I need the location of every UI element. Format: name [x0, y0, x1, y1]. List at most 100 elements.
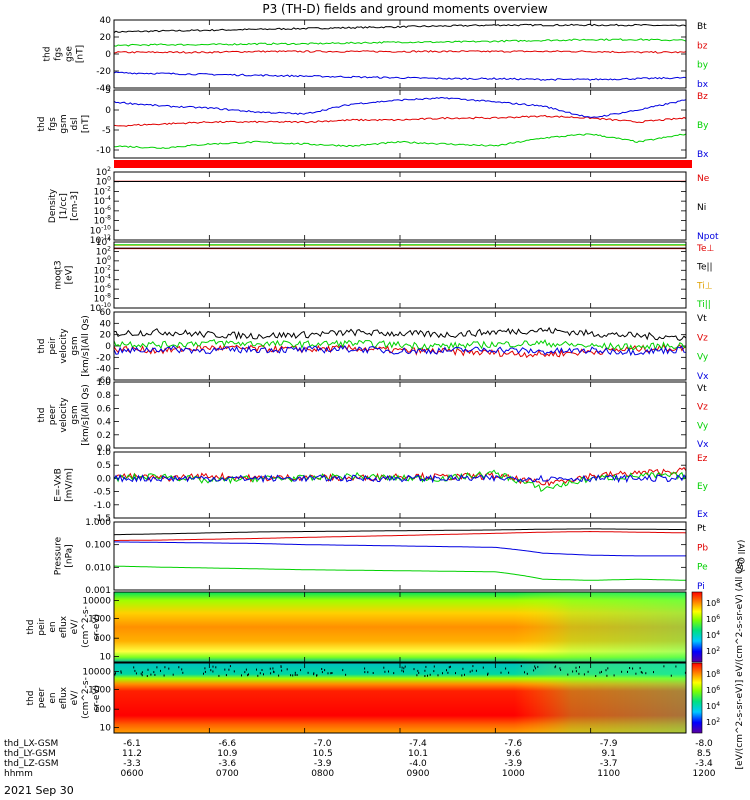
colorbar-upper	[691, 591, 703, 663]
colorbar-tick-0: 108	[706, 598, 720, 608]
x-row-label-3: hhmm	[4, 769, 33, 779]
y-label-fgs-gsm-dsl-1: fgs	[48, 117, 58, 131]
y-label-peir-en-eflux-1: peir	[37, 618, 47, 636]
series-line-peir-velocity-0	[113, 326, 687, 341]
y-tick-peir-en-eflux-0: 10000	[82, 596, 111, 606]
legend-pressure-0: Pt	[697, 524, 706, 534]
legend-e-field-0: Ez	[697, 454, 708, 464]
y-tick-e-field-3: -0.5	[93, 488, 111, 498]
y-tick-peer-velocity-5: 0.0	[97, 444, 112, 454]
legend-peer-velocity-1: Vz	[697, 403, 708, 413]
y-tick-temperature-7: 10-10	[90, 302, 111, 314]
y-tick-temperature-3: 10-2	[94, 264, 112, 276]
y-label-fgs-gse-2: gse	[65, 46, 75, 62]
legend-fgs-gse-0: Bt	[697, 22, 707, 32]
legend-density-0: Ne	[697, 174, 710, 184]
y-tick-peir-velocity-0: 60	[100, 308, 112, 318]
y-tick-peir-en-eflux-3: 10	[100, 652, 112, 662]
colorbar-tick-7: 102	[706, 717, 720, 727]
y-tick-fgs-gse-2: 0	[105, 50, 111, 60]
y-label-peir-velocity-0: thd	[37, 339, 47, 354]
y-label-peer-en-eflux-0: thd	[26, 691, 36, 706]
y-tick-peer-velocity-3: 0.4	[97, 418, 112, 428]
y-tick-density-5: 10-8	[94, 215, 112, 227]
y-label-peir-velocity-4: [km/s](All Qs)	[81, 315, 91, 377]
legend-density-2: Npot	[697, 232, 719, 242]
figure-title: P3 (TH-D) fields and ground moments over…	[262, 2, 547, 16]
y-tick-peir-velocity-5: -40	[96, 365, 111, 375]
x-row-value-0-3: -7.4	[409, 739, 427, 749]
legend-pressure-1: Pb	[697, 543, 708, 553]
y-tick-temperature-1: 102	[96, 245, 111, 257]
series-line-peir-velocity-1	[113, 343, 687, 359]
y-tick-density-1: 100	[96, 176, 111, 188]
y-tick-pressure-3: 0.001	[85, 586, 111, 596]
y-label-temperature-0: moqt3	[54, 260, 64, 289]
legend-fgs-gse-3: bx	[697, 80, 709, 90]
y-label-peir-en-eflux-0: thd	[26, 620, 36, 635]
y-tick-temperature-2: 100	[96, 255, 111, 267]
panel-fgs-gse: 40 20 0 -20 -40 Bt bz by bx thd fgs gse [nT]	[43, 16, 709, 94]
y-label-peer-velocity-2: velocity	[59, 397, 69, 433]
y-label-peer-en-eflux-2: en	[48, 692, 58, 703]
x-row-value-0-4: -7.6	[505, 739, 523, 749]
x-row-value-0-1: -6.6	[219, 739, 237, 749]
x-row-value-3-0: 0600	[121, 769, 144, 779]
panel-fgs-gsm-dsl: 5 0 -5 -10 Bz By Bx thd fgs gsm dsl [nT]	[37, 86, 709, 160]
y-tick-peer-velocity-4: 0.2	[97, 431, 111, 441]
series-line-e-field-2	[113, 473, 687, 484]
y-tick-peer-velocity-0: 1.0	[97, 378, 112, 388]
separator-band	[114, 160, 692, 168]
y-tick-e-field-1: 0.5	[97, 461, 111, 471]
legend-peer-velocity-0: Vt	[697, 384, 707, 394]
y-tick-peir-velocity-4: -20	[96, 353, 111, 363]
panel-peer-velocity: 1.0 0.8 0.6 0.4 0.2 0.0 Vt Vz Vy Vx thd peer velocit…	[37, 378, 709, 454]
y-label-peer-velocity-1: peer	[48, 404, 58, 425]
x-row-value-2-0: -3.3	[123, 759, 141, 769]
y-tick-fgs-gsm-dsl-0: 5	[105, 86, 111, 96]
x-row-value-2-4: -3.9	[505, 759, 523, 769]
legend-fgs-gsm-dsl-1: By	[697, 121, 709, 131]
y-tick-peir-en-eflux-2: 100	[94, 634, 111, 644]
x-row-value-3-1: 0700	[216, 769, 239, 779]
y-tick-fgs-gse-0: 40	[100, 16, 112, 26]
legend-fgs-gse-2: by	[697, 61, 709, 71]
series-line-fgs-gsm-dsl-0	[113, 114, 687, 127]
series-line-fgs-gse-2	[113, 38, 687, 47]
panel-peer-en-eflux: 10000 1000 100 10 thd peer en eflux eV/(cm^2-s-s…	[26, 662, 687, 734]
series-line-pressure-0	[113, 528, 686, 536]
y-label-fgs-gse-3: [nT]	[76, 45, 86, 63]
y-tick-fgs-gse-1: 20	[100, 33, 112, 43]
y-label-density-2: [cm-3]	[70, 191, 80, 221]
y-tick-peer-en-eflux-2: 100	[94, 705, 111, 715]
series-line-fgs-gse-1	[113, 49, 687, 54]
x-row-label-1: thd_LY-GSM	[4, 749, 56, 759]
series-line-e-field-1	[113, 469, 687, 493]
y-tick-fgs-gse-3: -20	[96, 67, 111, 77]
y-tick-density-7: 10-12	[90, 234, 111, 246]
y-tick-density-3: 10-4	[94, 195, 112, 207]
x-row-value-0-2: -7.0	[314, 739, 332, 749]
side-label-pressure: (All Qs)	[735, 540, 745, 573]
y-tick-fgs-gse-4: -40	[96, 84, 111, 94]
legend-fgs-gse-1: bz	[697, 41, 708, 51]
x-row-value-3-2: 0800	[311, 769, 334, 779]
y-label-pressure-1: [nPa]	[65, 544, 75, 567]
x-row-value-0-5: -7.9	[600, 739, 618, 749]
x-row-value-2-2: -3.9	[314, 759, 332, 769]
legend-temperature-1: Te||	[696, 263, 713, 273]
y-tick-e-field-2: 0.0	[97, 474, 112, 484]
legend-pressure-2: Pe	[697, 563, 708, 573]
x-row-value-1-6: 8.5	[697, 749, 711, 759]
series-line-e-field-0	[113, 466, 687, 487]
legend-density-1: Ni	[697, 203, 706, 213]
y-tick-peir-velocity-6: -60	[96, 376, 111, 386]
x-row-value-0-0: -6.1	[123, 739, 141, 749]
y-label-peir-en-eflux-3: eflux	[59, 615, 69, 638]
y-tick-density-6: 10-10	[90, 224, 111, 236]
colorbar: 108 106 104 102 108 106 104 102 [eV/(cm^2-s-sr-e…	[691, 559, 745, 769]
legend-temperature-2: Ti⊥	[696, 281, 713, 291]
y-tick-temperature-5: 10-6	[94, 283, 112, 295]
